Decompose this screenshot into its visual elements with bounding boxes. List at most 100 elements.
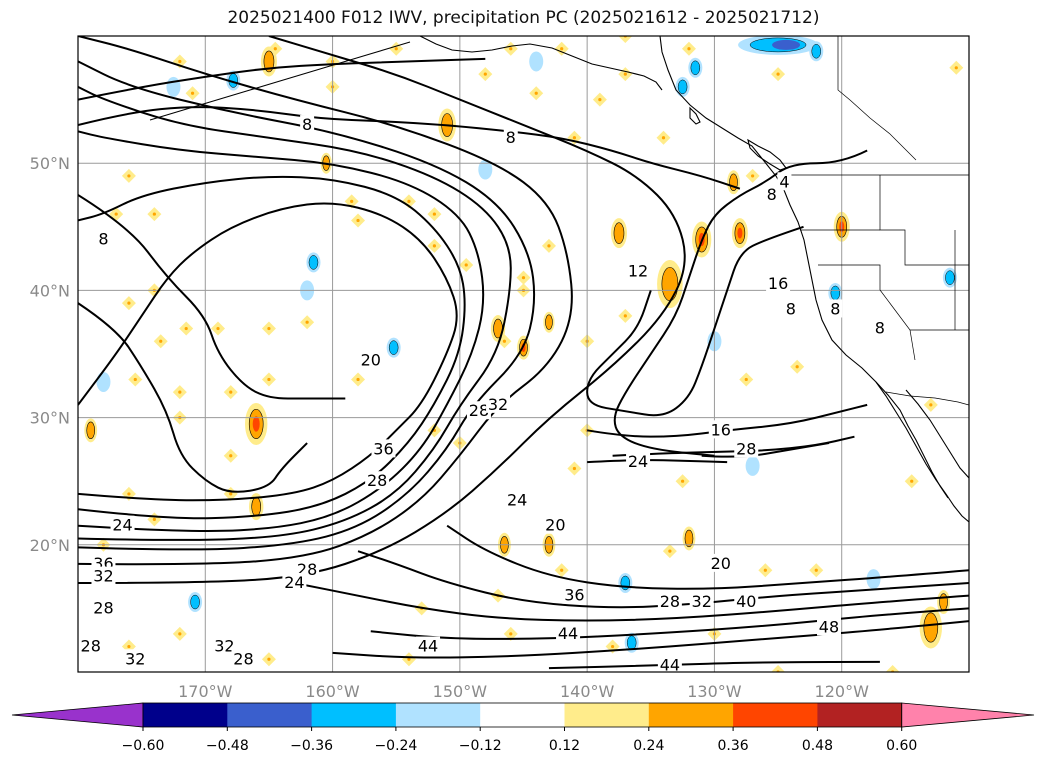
- colorbar-tick-label: −0.36: [290, 738, 333, 754]
- precip-dot-66: [885, 665, 900, 672]
- lon-tick-label: 150°W: [433, 682, 488, 701]
- contour-label-bg: [626, 452, 651, 471]
- contour-label: 36: [564, 586, 584, 605]
- precip-dot-core-5: [560, 47, 564, 51]
- coastline-baja: [875, 381, 949, 499]
- precip-warm-mid-8: [263, 50, 275, 73]
- precip-warm-mid-10: [86, 421, 96, 440]
- precip-warm-mid-14: [684, 529, 694, 548]
- precip-warm-core-0: [252, 416, 260, 432]
- contour-label: 32: [692, 592, 712, 611]
- precip-dot-core-55: [572, 466, 577, 471]
- precip-dot-core-25: [464, 263, 468, 267]
- contour-label: 36: [373, 439, 393, 458]
- coastline-alaska-gulf: [419, 36, 663, 91]
- precip-dot-core-27: [547, 244, 551, 248]
- precip-dot-core-56: [681, 479, 685, 483]
- contour-label-bg: [543, 515, 568, 534]
- chart-title: 2025021400 F012 IWV, precipitation PC (2…: [227, 8, 820, 28]
- contour-label: 16: [711, 420, 731, 439]
- iwv-contour-17: [78, 194, 346, 400]
- precip-cool-mid-3: [690, 60, 701, 76]
- contour-label: 16: [768, 274, 788, 293]
- precip-dot-core-19: [751, 174, 755, 178]
- colorbar-segment: [648, 703, 734, 727]
- precip-cool-mid-4: [677, 79, 688, 95]
- colorbar-segment: [733, 703, 818, 727]
- iwv-contour-12: [548, 660, 880, 670]
- precip-dot-core-72: [910, 479, 914, 483]
- iwv-contour-22: [586, 225, 804, 417]
- precip-dot-core-14: [776, 72, 780, 76]
- precip-warm-mid-11: [923, 612, 939, 643]
- iwv-contour-16: [587, 459, 728, 464]
- contour-label-bg: [505, 490, 530, 509]
- contour-label-bg: [816, 617, 841, 636]
- precip-dot-core-30: [502, 339, 507, 343]
- colorbar-tick-label: 0.60: [886, 738, 917, 754]
- contour-label: 32: [488, 395, 508, 414]
- precip-dot-core-26: [521, 276, 526, 280]
- iwv-contour-4: [78, 60, 536, 551]
- contour-label: 28: [367, 471, 387, 490]
- contour-label: 32: [214, 637, 234, 656]
- contour-label: 8: [98, 230, 108, 249]
- precip-dot-core-39: [114, 212, 118, 216]
- precip-dot-core-74: [744, 377, 748, 382]
- contour-label-bg: [300, 115, 315, 134]
- iwv-contour-3: [78, 85, 512, 541]
- contour-label-bg: [91, 598, 116, 617]
- contour-label-bg: [91, 566, 116, 585]
- precip-dot-core-59: [763, 568, 767, 572]
- contour-label: 28: [81, 637, 101, 656]
- precip-cool-outer-18: [745, 455, 760, 476]
- colorbar: −0.60 −0.48 −0.36 −0.24 −0.12 0.12 0.24 0.36 0.4…: [11, 702, 1035, 754]
- contour-label-bg: [231, 649, 256, 668]
- precip-dot-core-8: [190, 91, 195, 95]
- contour-label: 24: [112, 516, 132, 535]
- contour-label: 20: [711, 554, 731, 573]
- precip-cool-outer-15: [166, 76, 181, 97]
- precip-dot-core-70: [127, 644, 131, 649]
- lat-tick-label: 40°N: [30, 281, 70, 300]
- contour-label-bg: [689, 592, 714, 611]
- iwv-contour-7: [446, 524, 969, 590]
- precip-dot-core-38: [152, 212, 156, 216]
- precip-dot-core-68: [407, 657, 411, 661]
- colorbar-tick-label: 0.48: [802, 738, 833, 754]
- iwv-contour-1: [78, 175, 466, 520]
- colorbar-tick-label: −0.60: [122, 738, 165, 754]
- precip-cool-mid-10: [190, 594, 200, 610]
- contour-label: 4: [779, 172, 789, 191]
- contour-label-bg: [783, 299, 798, 318]
- contour-label: 20: [361, 350, 381, 369]
- precip-cool-outer-13: [478, 159, 493, 180]
- border-states-3: [818, 264, 916, 361]
- lat-tick-label: 50°N: [30, 154, 70, 173]
- iwv-contour-8: [357, 550, 969, 609]
- precip-dot-core-12: [623, 72, 627, 76]
- lon-tick-label: 140°W: [560, 682, 615, 701]
- iwv-contour-18: [78, 302, 308, 493]
- precip-dot-core-63: [509, 632, 513, 636]
- colorbar-segment: [143, 703, 228, 727]
- precip-dot-core-60: [814, 568, 818, 572]
- lon-tick-label: 130°W: [687, 682, 742, 701]
- contour-label-bg: [358, 350, 383, 369]
- precip-cool-mid-1: [308, 255, 319, 270]
- colorbar-segment: [817, 703, 903, 727]
- precip-dot-core-28: [623, 314, 627, 318]
- iwv-contour-9: [294, 581, 969, 622]
- colorbar-segment: [480, 703, 565, 727]
- lat-tick-label: 20°N: [30, 536, 70, 555]
- precip-dot-core-0: [178, 59, 182, 64]
- precip-cool-outer-19: [866, 569, 881, 590]
- precip-dot-core-22: [432, 212, 436, 216]
- precip-dot-core-57: [668, 549, 672, 553]
- precip-dot-core-47: [229, 492, 233, 496]
- precip-dot-core-36: [127, 301, 131, 305]
- contour-label-bg: [486, 394, 511, 413]
- colorbar-segment: [395, 703, 481, 727]
- precip-warm-mid-2: [613, 222, 625, 244]
